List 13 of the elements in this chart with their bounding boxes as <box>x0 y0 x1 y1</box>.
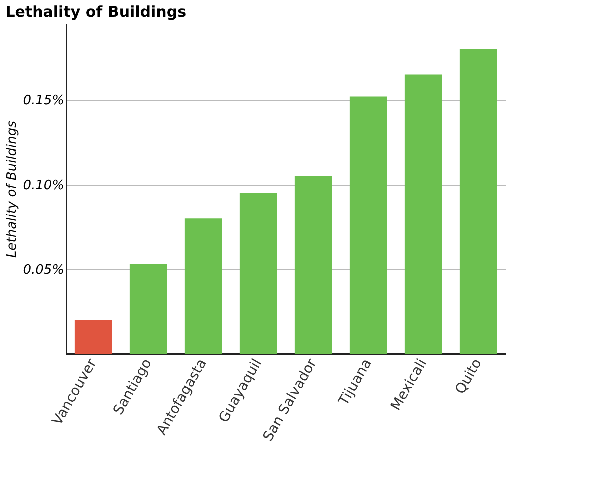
y-tick-label: 0.15% <box>23 94 64 109</box>
chart-title: Lethality of Buildings <box>6 3 187 21</box>
y-tick-label: 0.10% <box>23 178 64 194</box>
bar <box>294 176 332 354</box>
bar <box>184 218 222 354</box>
y-tick-label: 0.05% <box>23 262 64 278</box>
y-axis-title: Lethality of Buildings <box>5 120 20 258</box>
bar <box>404 74 442 354</box>
bar <box>460 49 498 354</box>
bar <box>240 193 278 354</box>
bar <box>130 264 168 354</box>
bar <box>350 96 388 354</box>
bar <box>74 320 112 354</box>
